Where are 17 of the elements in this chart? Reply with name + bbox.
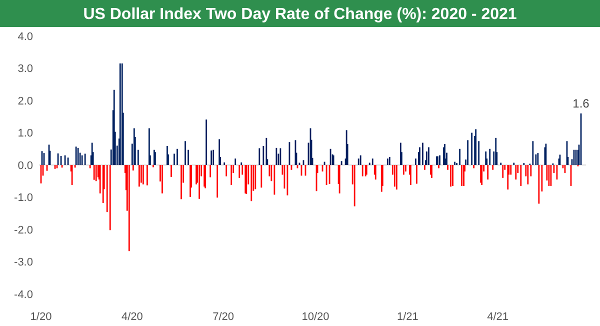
x-tick-label: 10/20 bbox=[302, 311, 330, 323]
y-tick-label: 3.0 bbox=[18, 63, 33, 76]
y-tick-label: -3.0 bbox=[14, 256, 33, 269]
x-tick-label: 4/21 bbox=[487, 311, 509, 323]
y-tick-label: -4.0 bbox=[14, 288, 33, 301]
x-tick-label: 1/20 bbox=[30, 311, 52, 323]
y-tick-label: -1.0 bbox=[14, 192, 33, 204]
x-tick-label: 1/21 bbox=[396, 311, 418, 323]
x-tick-label: 7/20 bbox=[212, 311, 234, 323]
y-tick-label: 2.0 bbox=[18, 95, 33, 108]
y-tick-label: 1.0 bbox=[18, 128, 33, 140]
y-tick-label: -2.0 bbox=[14, 224, 33, 236]
x-tick-label: 4/20 bbox=[121, 311, 143, 323]
y-tick-label: 0.0 bbox=[18, 160, 33, 172]
chart-title: US Dollar Index Two Day Rate of Change (%): 2020 - 2021 bbox=[83, 6, 517, 23]
annotation: 1.6 bbox=[572, 96, 590, 110]
y-tick-label: 4.0 bbox=[18, 30, 33, 43]
